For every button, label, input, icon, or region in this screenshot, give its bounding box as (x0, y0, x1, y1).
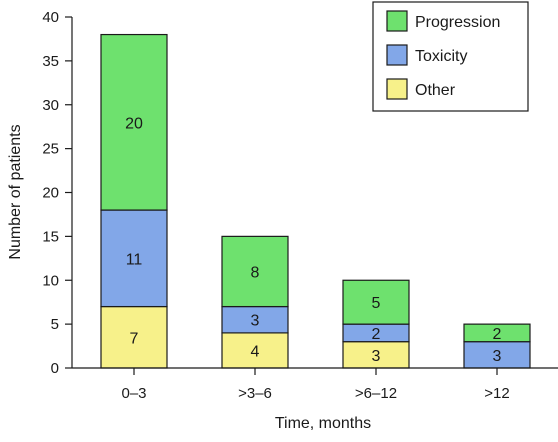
bar-segment-toxicity-0-3 (100, 209, 168, 308)
bar-segment-toxicity-12 (463, 341, 531, 369)
bars-layer: 7 11 20 4 3 8 3 2 5 3 2 (100, 33, 531, 369)
data-label-other-3-6: 4 (251, 343, 260, 360)
legend-label-other: Other (415, 82, 456, 99)
data-label-progression-6-12: 5 (372, 295, 381, 312)
data-label-progression-0-3: 20 (125, 115, 143, 132)
data-label-progression-12: 2 (493, 326, 502, 343)
legend-swatch-other (386, 78, 408, 100)
y-tick-label: 20 (42, 185, 59, 202)
data-label-toxicity-3-6: 3 (251, 313, 260, 330)
data-label-toxicity-6-12: 2 (372, 326, 381, 343)
data-label-toxicity-0-3: 11 (126, 251, 143, 268)
x-tick-label: 0–3 (121, 385, 146, 402)
legend-label-progression: Progression (415, 14, 500, 31)
legend: Progression Toxicity Other (372, 1, 529, 112)
data-label-other-0-3: 7 (130, 330, 139, 347)
x-axis-label: Time, months (275, 415, 371, 432)
y-tick-label: 5 (51, 316, 59, 333)
bar-segment-progression-12 (463, 323, 531, 343)
y-tick-label: 35 (42, 53, 59, 70)
y-tick-label: 30 (42, 97, 59, 114)
bar-segment-toxicity-3-6 (221, 305, 289, 334)
data-label-progression-3-6: 8 (251, 264, 260, 281)
bar-segment-progression-0-3 (100, 33, 168, 211)
bar-segment-other-0-3 (100, 305, 168, 369)
legend-swatch-progression (386, 10, 408, 32)
bar-segment-progression-6-12 (342, 279, 410, 325)
x-tick-label: >12 (484, 385, 509, 402)
y-tick-label: 25 (42, 141, 59, 158)
y-tick-label: 0 (51, 360, 59, 377)
bar-segment-other-3-6 (221, 332, 289, 369)
x-tick-label: >6–12 (355, 385, 397, 402)
data-label-toxicity-12: 3 (493, 348, 502, 365)
x-tick-label: >3–6 (238, 385, 272, 402)
bar-segment-progression-3-6 (221, 235, 289, 308)
y-tick-label: 40 (42, 9, 59, 26)
y-tick-label: 10 (42, 272, 59, 289)
y-axis-label: Number of patients (7, 124, 24, 259)
legend-label-toxicity: Toxicity (415, 48, 467, 65)
legend-swatch-toxicity (386, 44, 408, 66)
y-tick-label: 15 (42, 228, 59, 245)
data-label-other-6-12: 3 (372, 348, 381, 365)
